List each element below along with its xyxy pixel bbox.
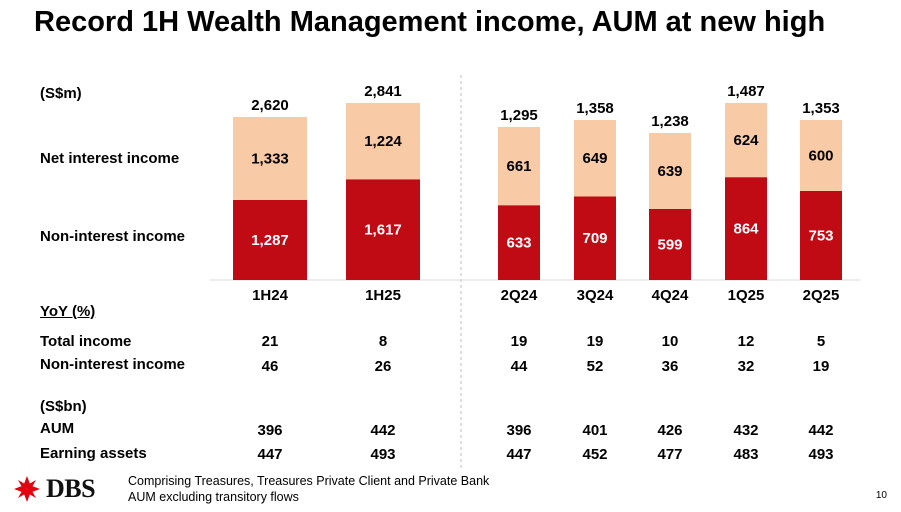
tick-label-2Q25: 2Q25 bbox=[803, 287, 840, 304]
sbn-cell-0-3Q24: 401 bbox=[582, 422, 608, 439]
label-total-1Q25: 1,487 bbox=[727, 83, 765, 100]
yoy-cell-1-2Q25: 19 bbox=[812, 358, 830, 375]
label-non-interest-1H24: 1,287 bbox=[251, 232, 289, 249]
label-total-4Q24: 1,238 bbox=[651, 113, 689, 130]
label-net-interest-1H25: 1,224 bbox=[364, 133, 402, 150]
sbn-cell-0-1Q25: 432 bbox=[733, 422, 759, 439]
sbn-cell-1-4Q24: 477 bbox=[657, 446, 683, 463]
yoy-cell-1-3Q24: 52 bbox=[586, 358, 604, 375]
bar-non-interest-3Q24 bbox=[574, 196, 616, 280]
label-net-interest-1Q25: 624 bbox=[733, 132, 759, 149]
label-non-interest-1H25: 1,617 bbox=[364, 222, 402, 239]
label-net-interest-2Q25: 600 bbox=[808, 147, 833, 164]
sbn-cell-1-1H24: 447 bbox=[257, 446, 283, 463]
bar-net-interest-2Q25 bbox=[800, 120, 842, 191]
footnote-line-1: Comprising Treasures, Treasures Private … bbox=[128, 474, 490, 488]
label-non-interest-2Q25: 753 bbox=[808, 227, 833, 244]
sbn-header: (S$bn) bbox=[40, 398, 87, 415]
sbn-cell-0-1H25: 442 bbox=[370, 422, 396, 439]
bar-net-interest-3Q24 bbox=[574, 120, 616, 197]
label-total-2Q25: 1,353 bbox=[802, 100, 840, 117]
yoy-cell-0-3Q24: 19 bbox=[586, 333, 604, 350]
bar-net-interest-2Q24 bbox=[498, 127, 540, 206]
sbn-cell-1-3Q24: 452 bbox=[582, 446, 608, 463]
label-non-interest-1Q25: 864 bbox=[733, 221, 759, 238]
bar-net-interest-4Q24 bbox=[649, 133, 691, 209]
row-label-aum: AUM bbox=[40, 420, 75, 437]
label-non-interest-2Q24: 633 bbox=[506, 235, 531, 252]
label-total-2Q24: 1,295 bbox=[500, 107, 538, 124]
label-net-interest-1H24: 1,333 bbox=[251, 150, 289, 167]
sbn-cell-0-2Q24: 396 bbox=[506, 422, 532, 439]
page-title: Record 1H Wealth Management income, AUM … bbox=[34, 6, 826, 38]
footnote-line-2: AUM excluding transitory flows bbox=[128, 490, 299, 504]
sbn-cell-0-4Q24: 426 bbox=[657, 422, 683, 439]
unit-label: (S$m) bbox=[40, 85, 82, 102]
row-label-total-income: Total income bbox=[40, 333, 132, 350]
label-non-interest-4Q24: 599 bbox=[657, 236, 682, 253]
tick-label-1Q25: 1Q25 bbox=[728, 287, 765, 304]
yoy-cell-0-1Q25: 12 bbox=[737, 333, 755, 350]
tick-label-1H25: 1H25 bbox=[365, 287, 401, 304]
bar-net-interest-1H25 bbox=[346, 103, 420, 180]
footnote: Comprising Treasures, Treasures Private … bbox=[128, 473, 489, 505]
label-total-1H25: 2,841 bbox=[364, 83, 402, 100]
tick-label-4Q24: 4Q24 bbox=[652, 287, 689, 304]
sbn-cell-1-1Q25: 483 bbox=[733, 446, 759, 463]
tick-label-2Q24: 2Q24 bbox=[501, 287, 538, 304]
yoy-cell-0-2Q25: 5 bbox=[816, 333, 826, 350]
yoy-cell-1-1Q25: 32 bbox=[737, 358, 755, 375]
yoy-header: YoY (%) bbox=[40, 303, 96, 320]
label-total-3Q24: 1,358 bbox=[576, 100, 614, 117]
yoy-cell-0-4Q24: 10 bbox=[661, 333, 679, 350]
bar-net-interest-1H24 bbox=[233, 117, 307, 200]
sbn-cell-0-2Q25: 442 bbox=[808, 422, 834, 439]
dbs-logo-text: DBS bbox=[46, 474, 96, 503]
yoy-cell-0-1H25: 8 bbox=[378, 333, 388, 350]
tick-label-1H24: 1H24 bbox=[252, 287, 289, 304]
tick-label-3Q24: 3Q24 bbox=[577, 287, 614, 304]
bar-non-interest-2Q25 bbox=[800, 190, 842, 280]
bar-non-interest-4Q24 bbox=[649, 208, 691, 280]
dbs-logo: DBS bbox=[14, 474, 96, 504]
bar-net-interest-1Q25 bbox=[725, 103, 767, 178]
label-net-interest-3Q24: 649 bbox=[582, 150, 607, 167]
yoy-cell-0-2Q24: 19 bbox=[510, 333, 528, 350]
row-label-earning-assets: Earning assets bbox=[40, 445, 147, 462]
bar-non-interest-1H25 bbox=[346, 179, 420, 280]
bar-non-interest-1Q25 bbox=[725, 177, 767, 280]
row-label-yoy-non-interest: Non-interest income bbox=[40, 356, 186, 373]
dbs-star-icon bbox=[14, 476, 40, 502]
yoy-cell-1-1H25: 26 bbox=[374, 358, 392, 375]
label-non-interest-3Q24: 709 bbox=[582, 230, 607, 247]
page-number: 10 bbox=[875, 490, 887, 501]
sbn-cell-0-1H24: 396 bbox=[257, 422, 283, 439]
row-label-net-interest: Net interest income bbox=[40, 150, 180, 167]
sbn-cell-1-1H25: 493 bbox=[370, 446, 396, 463]
yoy-cell-1-4Q24: 36 bbox=[661, 358, 679, 375]
row-label-non-interest: Non-interest income bbox=[40, 228, 186, 245]
sbn-cell-1-2Q24: 447 bbox=[506, 446, 532, 463]
label-net-interest-2Q24: 661 bbox=[506, 158, 531, 175]
sbn-cell-1-2Q25: 493 bbox=[808, 446, 834, 463]
label-total-1H24: 2,620 bbox=[251, 97, 289, 114]
bar-non-interest-2Q24 bbox=[498, 205, 540, 280]
label-net-interest-4Q24: 639 bbox=[657, 163, 682, 180]
yoy-cell-0-1H24: 21 bbox=[261, 333, 279, 350]
yoy-cell-1-1H24: 46 bbox=[261, 358, 279, 375]
bar-non-interest-1H24 bbox=[233, 199, 307, 280]
yoy-cell-1-2Q24: 44 bbox=[510, 358, 528, 375]
